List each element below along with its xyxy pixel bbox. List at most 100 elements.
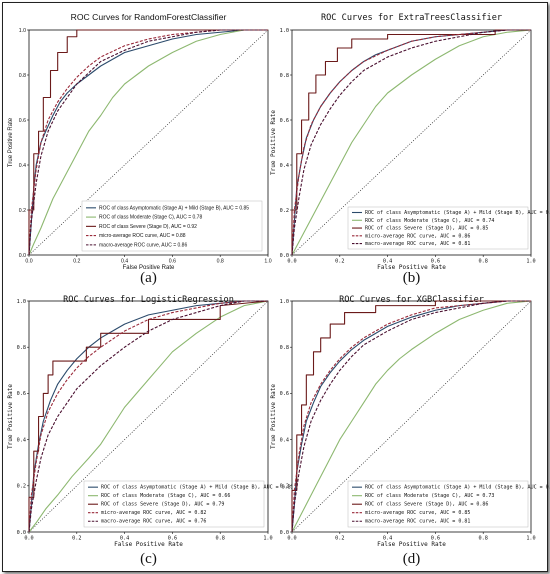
series-line-3 [28, 300, 269, 532]
y-tick-label: 0.0 [19, 253, 26, 259]
x-tick-label: 0.4 [120, 536, 129, 542]
panel-label: (a) [140, 270, 157, 286]
chart-title: ROC Curves for ExtraTreesClassifier [321, 13, 502, 23]
x-axis-label: False Positive Rate [114, 541, 183, 548]
panel-label: (b) [403, 270, 421, 286]
chance-diagonal [28, 29, 269, 256]
y-tick-label: 0.8 [280, 73, 289, 79]
series-line-2 [28, 300, 269, 533]
series-line-5 [291, 29, 531, 256]
series-line-4 [291, 29, 531, 256]
y-tick-label: 0.4 [280, 163, 289, 169]
y-tick-label: 0.0 [17, 530, 26, 536]
series-line-4 [291, 300, 531, 533]
legend-entry: ROC of class Asymptomatic (Stage A) + Mi… [365, 210, 550, 216]
y-tick-label: 0.6 [280, 391, 289, 397]
x-tick-label: 0.6 [431, 536, 440, 542]
x-tick-label: 0.4 [383, 536, 392, 542]
series-line-3 [28, 29, 268, 255]
legend-entry: ROC of class Severe (Stage D), AUC = 0.8… [365, 226, 488, 232]
roc-panel-a: ROC Curves for RandomForestClassifier 0.0… [8, 12, 272, 286]
legend-box [83, 480, 265, 528]
y-tick-label: 0.6 [280, 118, 289, 124]
x-tick-label: 0.2 [73, 259, 80, 265]
x-tick-label: 0.2 [72, 536, 81, 542]
panel-label: (d) [403, 551, 421, 567]
x-tick-label: 0.0 [287, 259, 296, 265]
y-tick-label: 1.0 [17, 299, 26, 305]
legend-entry: ROC of class Asymptomatic (Stage A) + Mi… [99, 205, 249, 211]
legend-entry: ROC of class Moderate (Stage C), AUC = 0… [365, 218, 494, 224]
series-line-3 [291, 29, 531, 255]
y-tick-label: 0.8 [280, 345, 289, 351]
y-axis-label: True Positive Rate [7, 384, 14, 449]
legend-entry: ROC of class Moderate (Stage C), AUC = 0… [101, 493, 230, 499]
x-tick-label: 0.4 [383, 259, 392, 265]
x-tick-label: 0.6 [431, 259, 440, 265]
x-tick-label: 0.6 [168, 536, 177, 542]
legend-box [347, 480, 529, 528]
y-tick-label: 0.2 [19, 208, 26, 214]
x-tick-label: 0.2 [335, 259, 344, 265]
x-tick-label: 0.0 [287, 536, 296, 542]
x-tick-label: 0.8 [479, 259, 488, 265]
x-tick-label: 0.8 [479, 536, 488, 542]
y-tick-label: 0.6 [19, 118, 26, 124]
y-tick-label: 0.0 [280, 530, 289, 536]
chart-title: ROC Curves for XGBClassifier [339, 295, 484, 305]
roc-panel-c: ROC Curves for LogisticRegression 0.0 0.2 0… [7, 295, 294, 567]
legend-entry: micro-average ROC curve, AUC = 0.88 [99, 233, 186, 239]
x-axis-label: False Positive Rate [377, 264, 446, 271]
series-line-3 [291, 300, 531, 532]
legend-box [347, 206, 529, 250]
legend-entry: ROC of class Moderate (Stage C), AUC = 0… [99, 215, 202, 221]
y-tick-label: 0.4 [19, 163, 26, 169]
x-tick-label: 0.6 [169, 259, 176, 265]
y-tick-label: 0.4 [17, 437, 26, 443]
y-tick-label: 1.0 [280, 28, 289, 34]
legend-entry: macro-average ROC curve, AUC = 0.76 [101, 519, 206, 525]
legend-entry: micro-average ROC curve, AUC = 0.85 [365, 510, 470, 516]
chart-title: ROC Curves for RandomForestClassifier [71, 12, 227, 22]
x-tick-label: 1.0 [526, 259, 535, 265]
roc-panel-d: ROC Curves for XGBClassifier 0.0 0.2 0.4 0.6… [270, 295, 550, 567]
y-tick-label: 0.0 [280, 253, 289, 259]
series-line-2 [28, 29, 268, 256]
y-tick-label: 1.0 [280, 299, 289, 305]
y-tick-label: 0.2 [280, 208, 289, 214]
y-tick-label: 1.0 [19, 28, 26, 34]
y-tick-label: 0.8 [19, 73, 26, 79]
y-tick-label: 0.2 [17, 484, 26, 490]
legend-entry: ROC of class Severe (Stage D), AUC = 0.7… [101, 502, 224, 508]
y-axis-label: True Positive Rate [270, 384, 277, 449]
y-axis-label: True Positive Rate [270, 110, 277, 175]
series-line-5 [28, 29, 268, 256]
y-tick-label: 0.8 [17, 345, 26, 351]
series-line-2 [291, 29, 532, 256]
y-tick-label: 0.6 [17, 391, 26, 397]
x-tick-label: 0.0 [25, 259, 32, 265]
x-tick-label: 0.0 [24, 536, 33, 542]
chance-diagonal [291, 29, 532, 256]
legend-entry: ROC of class Moderate (Stage C), AUC = 0… [365, 493, 494, 499]
x-tick-label: 1.0 [264, 259, 271, 265]
chance-diagonal [28, 300, 269, 533]
x-tick-label: 1.0 [263, 536, 272, 542]
chance-diagonal [291, 300, 532, 533]
y-tick-label: 0.2 [280, 484, 289, 490]
series-line-4 [28, 300, 268, 533]
legend-entry: ROC of class Asymptomatic (Stage A) + Mi… [101, 485, 294, 491]
series-line-2 [291, 300, 532, 533]
x-axis-label: False Positive Rate [123, 265, 175, 271]
x-tick-label: 0.2 [335, 536, 344, 542]
y-tick-label: 0.4 [280, 437, 289, 443]
legend-entry: macro-average ROC curve, AUC = 0.81 [365, 519, 470, 525]
legend-box [81, 200, 263, 252]
x-axis-label: False Positive Rate [377, 541, 446, 548]
legend-entry: ROC of class Severe (Stage D), AUC = 0.8… [365, 502, 488, 508]
legend-entry: ROC of class Severe (Stage D), AUC = 0.9… [99, 224, 197, 230]
chart-title: ROC Curves for LogisticRegression [63, 295, 234, 305]
